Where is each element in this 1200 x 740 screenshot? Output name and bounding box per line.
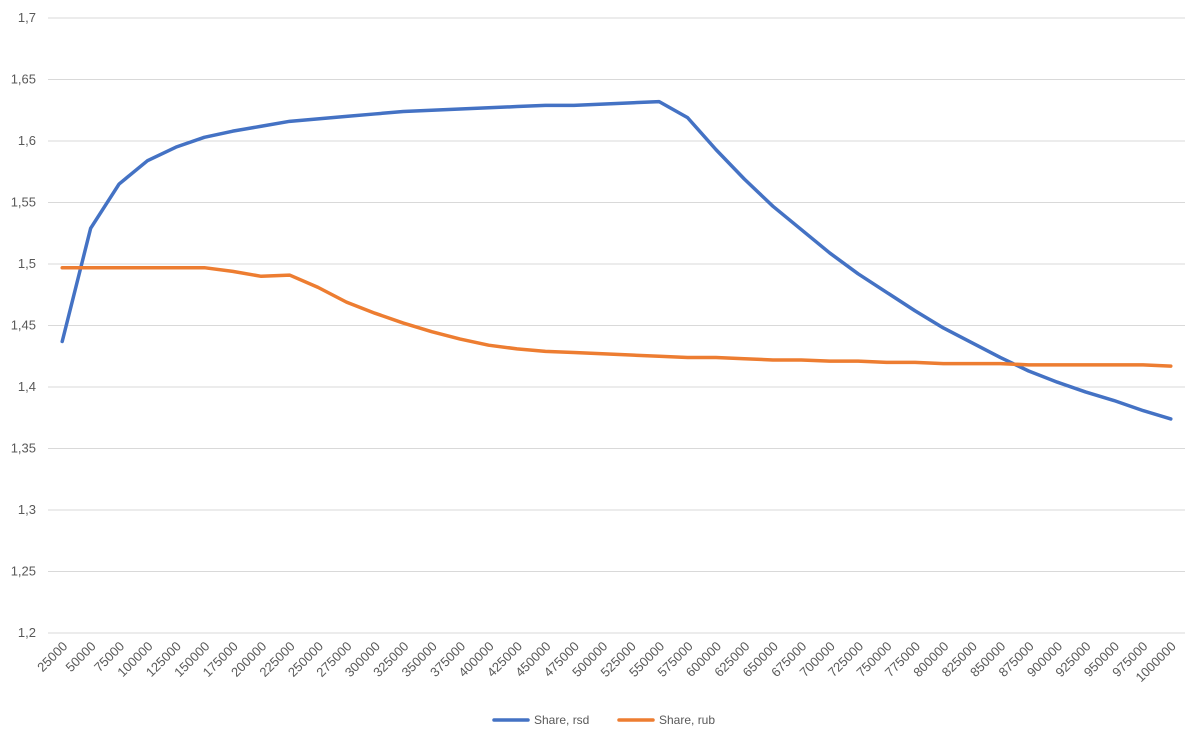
- y-tick-label: 1,3: [18, 502, 36, 517]
- y-axis-tick-labels: 1,2 1,25 1,3 1,35 1,4 1,45 1,5 1,55 1,6 1,65 1,7: [11, 10, 36, 640]
- x-tick-label: 50000: [63, 639, 99, 675]
- y-tick-label: 1,25: [11, 564, 36, 579]
- series-line-rsd: [60, 99, 1173, 421]
- legend-label: Share, rsd: [534, 713, 589, 727]
- x-tick-label: 25000: [34, 639, 70, 675]
- y-tick-label: 1,65: [11, 72, 36, 87]
- series-lines: [60, 99, 1173, 421]
- y-tick-label: 1,45: [11, 318, 36, 333]
- y-tick-label: 1,5: [18, 256, 36, 271]
- x-axis-tick-labels: 2500050000750001000001250001500001750002…: [34, 639, 1179, 685]
- y-tick-label: 1,35: [11, 441, 36, 456]
- y-tick-label: 1,7: [18, 10, 36, 25]
- legend-label: Share, rub: [659, 713, 715, 727]
- gridlines: [48, 17, 1185, 634]
- legend: Share, rsd Share, rub: [492, 713, 715, 727]
- y-tick-label: 1,6: [18, 133, 36, 148]
- y-tick-label: 1,2: [18, 625, 36, 640]
- series-line-rub: [60, 265, 1173, 368]
- y-tick-label: 1,55: [11, 195, 36, 210]
- y-tick-label: 1,4: [18, 379, 36, 394]
